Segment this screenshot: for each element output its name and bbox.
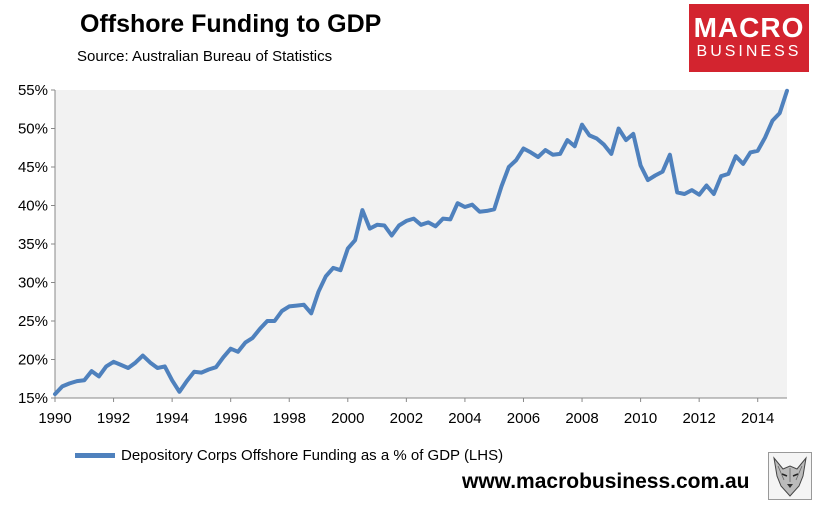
logo-line-2: BUSINESS — [696, 43, 802, 60]
series-group — [53, 88, 789, 397]
y-tick-label: 25% — [18, 313, 48, 330]
x-tick-label: 1998 — [273, 410, 306, 427]
wolf-head-icon — [768, 452, 812, 500]
y-tick-label: 30% — [18, 275, 48, 292]
x-tick-label: 2000 — [331, 410, 364, 427]
macro-business-logo: MACRO BUSINESS — [689, 4, 809, 72]
x-tick-label: 2014 — [741, 410, 774, 427]
x-tick-label: 2002 — [390, 410, 423, 427]
x-tick-label: 1994 — [155, 410, 188, 427]
chart-source: Source: Australian Bureau of Statistics — [77, 48, 333, 65]
chart-title: Offshore Funding to GDP — [80, 10, 382, 38]
y-tick-label: 55% — [18, 82, 48, 99]
y-tick-label: 35% — [18, 236, 48, 253]
legend-label: Depository Corps Offshore Funding as a %… — [121, 447, 504, 464]
x-tick-label: 2004 — [448, 410, 481, 427]
y-tick-label: 45% — [18, 159, 48, 176]
series-line — [53, 88, 789, 397]
x-tick-label: 2008 — [565, 410, 598, 427]
y-axis: 15% 20% 25% 30% 35% 40% 45% 50% 55% — [18, 82, 56, 407]
x-tick-label: 1992 — [97, 410, 130, 427]
y-tick-label: 15% — [18, 390, 48, 407]
website-url[interactable]: www.macrobusiness.com.au — [462, 470, 750, 493]
y-tick-label: 40% — [18, 198, 48, 215]
y-tick-label: 50% — [18, 121, 48, 138]
logo-line-1: MACRO — [693, 12, 805, 43]
x-tick-label: 1990 — [38, 410, 71, 427]
x-tick-label: 2012 — [682, 410, 715, 427]
x-axis: 1990 1992 1994 1996 1998 2000 2002 2004 2006 2008… — [38, 397, 787, 427]
x-tick-label: 2006 — [507, 410, 540, 427]
plot-area — [55, 90, 787, 398]
y-tick-label: 20% — [18, 352, 48, 369]
x-tick-label: 1996 — [214, 410, 247, 427]
x-tick-label: 2010 — [624, 410, 657, 427]
chart-legend: Depository Corps Offshore Funding as a %… — [75, 447, 503, 464]
legend-swatch — [75, 453, 115, 458]
